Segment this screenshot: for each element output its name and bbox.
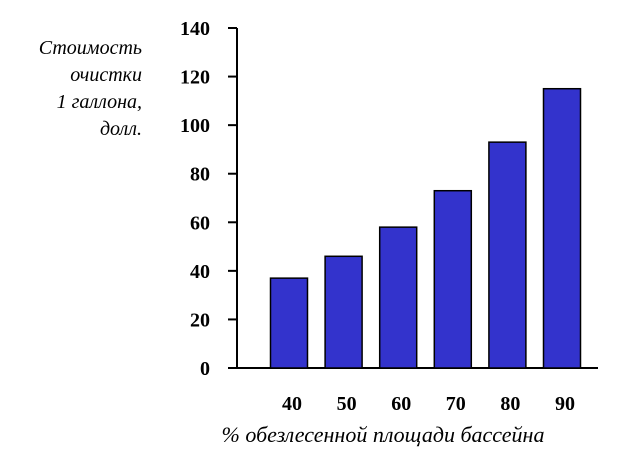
y-tick-label: 100	[180, 115, 210, 137]
bars	[269, 87, 582, 369]
bar-70	[433, 189, 473, 369]
x-tick-label: 90	[555, 393, 575, 415]
bar-90	[542, 87, 582, 369]
bar-80	[488, 141, 527, 369]
bar-40	[269, 277, 309, 369]
y-tick-label: 120	[180, 67, 210, 89]
y-tick-label: 80	[190, 164, 210, 186]
x-axis-label: % обезлесенной площади бассейна	[221, 422, 545, 447]
x-ticks: 40 50 60 70 80 90	[282, 393, 575, 415]
y-axis-label: Стоимость очистки 1 галлона, долл.	[38, 37, 142, 140]
y-tick-label: 0	[200, 358, 210, 380]
x-tick-label: 50	[337, 393, 357, 415]
x-tick-label: 80	[500, 393, 520, 415]
y-tick-label: 40	[190, 261, 210, 283]
bar-60	[378, 226, 418, 369]
x-tick-label: 40	[282, 393, 302, 415]
x-tick-label: 60	[391, 393, 411, 415]
bar-50	[324, 255, 363, 369]
y-tick-label: 20	[190, 309, 210, 331]
x-tick-label: 70	[446, 393, 466, 415]
y-ticks: 0 20 40 60 80 100 120 140	[180, 18, 237, 380]
y-tick-label: 60	[190, 212, 210, 234]
y-tick-label: 140	[180, 18, 210, 40]
